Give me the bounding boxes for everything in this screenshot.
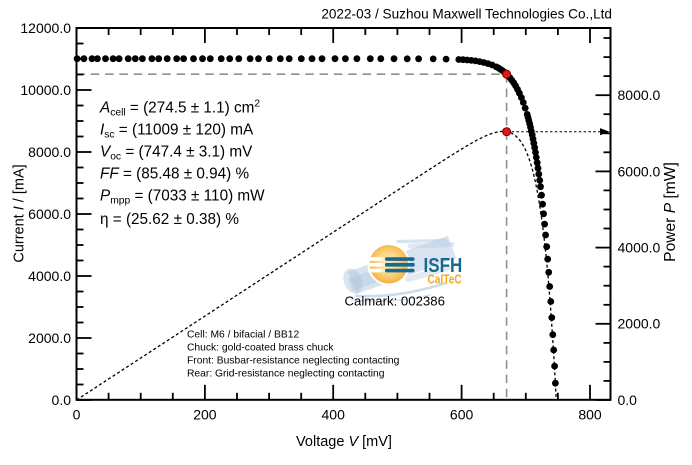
svg-text:6000.0: 6000.0 xyxy=(618,163,661,179)
svg-text:Acell = (274.5 ± 1.1) cm2: Acell = (274.5 ± 1.1) cm2 xyxy=(99,99,260,119)
svg-text:Rear: Grid-resistance neglecti: Rear: Grid-resistance neglecting contact… xyxy=(187,369,385,380)
svg-text:4000.0: 4000.0 xyxy=(28,268,71,284)
svg-text:Isc = (11009 ± 120) mA: Isc = (11009 ± 120) mA xyxy=(100,122,254,141)
svg-text:0.0: 0.0 xyxy=(618,392,638,408)
svg-text:200: 200 xyxy=(193,407,217,423)
svg-text:Voltage V [mV]: Voltage V [mV] xyxy=(296,434,392,450)
svg-text:CalTeC: CalTeC xyxy=(428,272,463,286)
svg-text:4000.0: 4000.0 xyxy=(618,240,661,256)
svg-text:10000.0: 10000.0 xyxy=(20,82,71,98)
svg-text:6000.0: 6000.0 xyxy=(28,206,71,222)
svg-text:2000.0: 2000.0 xyxy=(28,330,71,346)
svg-text:0: 0 xyxy=(73,407,81,423)
svg-text:Front: Busbar-resistance negle: Front: Busbar-resistance neglecting cont… xyxy=(187,356,400,367)
svg-text:8000.0: 8000.0 xyxy=(618,87,661,103)
svg-text:Power P [mW]: Power P [mW] xyxy=(662,162,679,262)
svg-text:η = (25.62 ± 0.38) %: η = (25.62 ± 0.38) % xyxy=(100,211,239,228)
svg-text:12000.0: 12000.0 xyxy=(20,20,71,36)
svg-text:Pmpp = (7033 ± 110) mW: Pmpp = (7033 ± 110) mW xyxy=(100,188,265,207)
svg-text:2000.0: 2000.0 xyxy=(618,316,661,332)
svg-text:0.0: 0.0 xyxy=(52,392,72,408)
svg-text:2022-03 / Suzhou Maxwell Techn: 2022-03 / Suzhou Maxwell Technologies Co… xyxy=(321,7,612,22)
svg-text:Chuck: gold-coated brass chuck: Chuck: gold-coated brass chuck xyxy=(187,343,334,354)
svg-text:ISFH: ISFH xyxy=(424,254,463,277)
svg-text:400: 400 xyxy=(322,407,346,423)
svg-text:800: 800 xyxy=(578,407,602,423)
svg-text:Voc = (747.4 ± 3.1) mV: Voc = (747.4 ± 3.1) mV xyxy=(100,144,253,163)
svg-text:Cell: M6 / bifacial / BB12: Cell: M6 / bifacial / BB12 xyxy=(187,330,299,341)
svg-text:Current I / [mA]: Current I / [mA] xyxy=(12,164,28,262)
svg-text:Calmark: 002386: Calmark: 002386 xyxy=(345,294,445,309)
svg-text:8000.0: 8000.0 xyxy=(28,144,71,160)
svg-text:FF = (85.48 ± 0.94) %: FF = (85.48 ± 0.94) % xyxy=(100,166,250,183)
svg-text:600: 600 xyxy=(450,407,474,423)
